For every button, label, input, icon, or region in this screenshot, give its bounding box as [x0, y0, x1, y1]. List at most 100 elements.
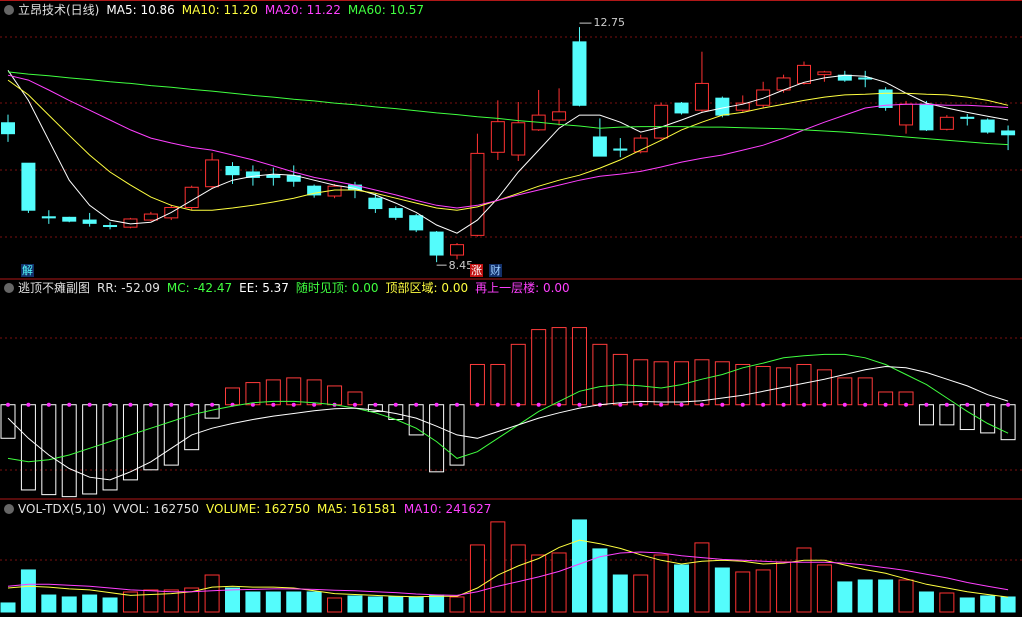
candle-body — [409, 215, 424, 231]
candle-body — [796, 64, 811, 84]
menu-icon[interactable] — [4, 283, 14, 293]
bar — [469, 363, 485, 406]
bar — [980, 595, 996, 613]
panel-header: VOL-TDX(5,10)VVOL162750VOLUME162750MA516… — [18, 502, 498, 516]
menu-icon[interactable] — [4, 5, 14, 15]
candle-body — [511, 122, 526, 156]
bar — [959, 597, 975, 613]
candle-body — [980, 119, 995, 133]
legend-name: MA10 — [181, 3, 216, 17]
indicator-line — [7, 365, 1009, 481]
candle-body — [817, 71, 832, 76]
legend-value: 162750 — [256, 502, 310, 516]
legend-value: 0.00 — [434, 281, 469, 295]
bar — [429, 594, 445, 613]
bar — [204, 574, 220, 613]
candle-body — [103, 225, 118, 228]
bar — [41, 594, 57, 613]
legend-value: 11.22 — [299, 3, 341, 17]
legend-name: VOLUME — [206, 502, 257, 516]
bar — [551, 327, 567, 406]
bar — [571, 519, 587, 613]
bar — [306, 379, 322, 406]
bar — [551, 552, 567, 613]
menu-icon[interactable] — [4, 504, 14, 514]
legend-name: 顶部区域 — [385, 281, 434, 295]
legend-name: 随时见顶 — [295, 281, 344, 295]
bar — [163, 404, 179, 466]
bar — [1000, 596, 1016, 613]
panel-title: VOL-TDX(5,10) — [18, 502, 107, 516]
bar — [531, 329, 547, 406]
bar — [857, 377, 873, 406]
panel-header: 立昂技术(日线) MA510.86 MA1011.20 MA2011.22 MA6010… — [18, 3, 431, 17]
legend-name: MA5 — [316, 502, 344, 516]
indicator-line — [7, 79, 1009, 211]
candle-body — [143, 213, 158, 221]
bar — [388, 404, 404, 420]
candle-body — [613, 148, 628, 151]
legend-value: 162750 — [145, 502, 199, 516]
candle-body — [592, 136, 607, 157]
bar — [245, 591, 261, 613]
legend-value: 241627 — [438, 502, 492, 516]
bar — [225, 587, 241, 613]
candle-body — [21, 162, 36, 211]
legend-value: 10.57 — [382, 3, 424, 17]
bar — [898, 579, 914, 613]
candle-body — [205, 159, 220, 188]
bar — [612, 353, 628, 406]
bar — [163, 589, 179, 613]
high-label: 12.75 — [593, 16, 625, 29]
bar — [592, 343, 608, 406]
legend-name: VVOL — [113, 502, 146, 516]
bar — [82, 404, 98, 495]
candle-body — [572, 41, 587, 106]
candle-body — [694, 82, 709, 111]
low-label: 8.45 — [449, 259, 474, 272]
legend-name: MC — [166, 281, 186, 295]
bar — [122, 404, 138, 481]
candle-body — [82, 219, 97, 224]
bar — [490, 521, 506, 613]
bar — [837, 581, 853, 613]
bar — [286, 591, 302, 613]
bar — [82, 594, 98, 613]
bar — [755, 365, 771, 406]
candle-body — [756, 89, 771, 106]
candle-body — [388, 208, 403, 218]
candle-body — [552, 111, 567, 121]
indicator-line — [7, 551, 1009, 596]
indicator-line — [7, 74, 1009, 209]
candle-body — [735, 102, 750, 111]
candle-body — [266, 174, 281, 178]
bar — [184, 404, 200, 451]
bar — [939, 404, 955, 426]
bar — [367, 596, 383, 613]
event-badge: 财 — [489, 264, 502, 277]
candle-body — [1001, 130, 1016, 136]
bar — [592, 548, 608, 613]
candle-body — [429, 231, 444, 256]
bar — [41, 404, 57, 496]
legend-name: 再上一层楼 — [475, 281, 536, 295]
event-badge: 解 — [21, 264, 34, 277]
bar — [510, 343, 526, 406]
bar — [61, 596, 77, 613]
candle-body — [41, 216, 56, 219]
panel-header: 逃顶不瘫副图RR-52.09MC-42.47EE5.37随时见顶0.00顶部区域… — [18, 281, 577, 295]
bar — [653, 361, 669, 406]
indicator-line — [7, 71, 1009, 146]
legend-value: 161581 — [343, 502, 397, 516]
bar — [980, 404, 996, 434]
legend-name: MA20 — [264, 3, 299, 17]
bar — [143, 404, 159, 471]
legend-value: 5.37 — [254, 281, 289, 295]
bar — [653, 554, 669, 613]
candle-body — [960, 116, 975, 119]
candle-body — [715, 97, 730, 116]
legend-value: 11.20 — [216, 3, 258, 17]
bar — [612, 574, 628, 613]
